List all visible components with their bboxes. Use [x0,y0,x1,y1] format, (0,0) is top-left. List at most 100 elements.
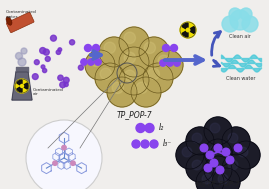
Circle shape [34,60,39,65]
Circle shape [176,141,204,169]
Circle shape [69,40,75,45]
Circle shape [204,139,232,167]
Circle shape [119,65,149,95]
Circle shape [167,60,173,66]
Circle shape [119,27,149,57]
Circle shape [186,154,214,182]
Circle shape [124,32,136,43]
Circle shape [234,144,242,152]
Wedge shape [23,83,28,89]
Circle shape [202,174,212,184]
Circle shape [174,60,180,66]
Circle shape [228,133,238,143]
Circle shape [141,140,149,148]
Circle shape [214,144,222,152]
Circle shape [153,50,183,80]
Circle shape [63,77,69,83]
Text: Contaminated
water: Contaminated water [6,10,37,19]
Circle shape [56,50,61,54]
Circle shape [16,53,23,60]
Circle shape [186,28,190,32]
Circle shape [18,58,26,66]
Text: Clean water: Clean water [226,76,256,81]
Circle shape [32,74,38,80]
Polygon shape [12,72,32,100]
Ellipse shape [6,17,12,25]
Circle shape [192,133,202,143]
Circle shape [162,44,169,51]
Circle shape [41,65,45,69]
Wedge shape [17,87,22,92]
Circle shape [144,42,155,53]
Circle shape [93,44,100,51]
Text: Clean air: Clean air [229,34,251,39]
Circle shape [78,65,83,70]
Circle shape [150,140,158,148]
Circle shape [212,168,240,189]
Circle shape [196,168,224,189]
Circle shape [180,22,196,38]
Circle shape [99,37,129,67]
Circle shape [88,59,94,65]
Circle shape [186,127,214,155]
Circle shape [20,84,24,88]
Circle shape [238,147,248,157]
Circle shape [242,16,258,32]
Circle shape [132,140,140,148]
Circle shape [204,164,212,172]
Text: I₂: I₂ [159,123,164,132]
Circle shape [60,82,66,88]
Circle shape [204,156,232,184]
Circle shape [85,50,115,80]
Circle shape [222,127,250,155]
Circle shape [204,117,232,145]
Circle shape [81,59,87,65]
Circle shape [112,82,123,94]
Circle shape [218,174,228,184]
Circle shape [124,52,136,64]
Circle shape [160,60,166,66]
Circle shape [216,166,224,174]
Circle shape [104,42,115,53]
Circle shape [43,68,47,73]
Wedge shape [17,80,22,85]
Wedge shape [182,23,188,29]
Circle shape [145,123,154,132]
Circle shape [53,161,57,165]
Circle shape [131,77,161,107]
Wedge shape [182,31,188,37]
Circle shape [71,161,75,165]
Text: TP_POP-7: TP_POP-7 [116,110,152,119]
Circle shape [192,160,202,170]
Circle shape [15,79,29,93]
Circle shape [64,82,68,87]
Circle shape [226,156,234,164]
Circle shape [148,68,160,80]
Circle shape [95,63,125,93]
Circle shape [62,145,66,150]
Circle shape [206,151,214,159]
Text: I₃⁻: I₃⁻ [163,139,172,149]
Circle shape [230,10,250,30]
Wedge shape [190,27,195,33]
Circle shape [200,144,208,152]
Circle shape [136,123,145,132]
Circle shape [143,63,173,93]
Circle shape [26,120,102,189]
Circle shape [119,47,149,77]
Circle shape [84,44,91,51]
Circle shape [210,159,218,167]
Circle shape [124,70,136,81]
Circle shape [58,75,63,81]
Circle shape [107,77,137,107]
Circle shape [232,141,260,169]
Circle shape [229,8,241,20]
Circle shape [43,49,49,55]
Circle shape [45,56,50,61]
Circle shape [51,35,56,41]
Circle shape [136,82,147,94]
Circle shape [210,123,220,133]
Circle shape [40,48,46,54]
Circle shape [90,55,101,67]
Circle shape [210,145,220,155]
